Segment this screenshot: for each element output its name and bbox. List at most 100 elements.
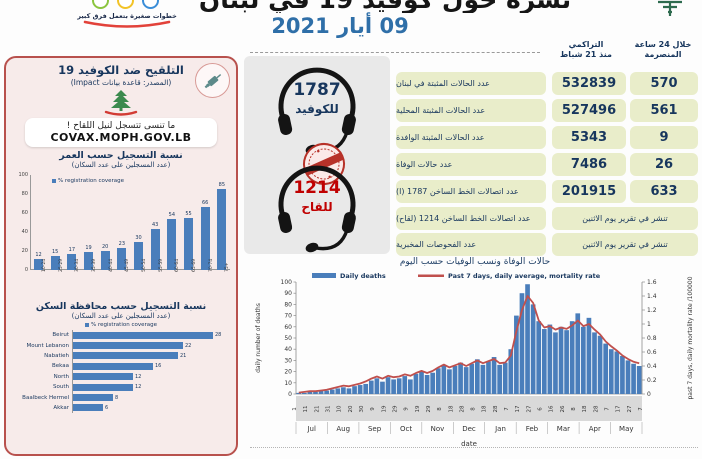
bar xyxy=(530,304,536,394)
svg-text:Oct: Oct xyxy=(400,425,412,433)
svg-text:Mar: Mar xyxy=(557,425,570,433)
blue-circle-icon xyxy=(142,0,159,9)
svg-text:0: 0 xyxy=(647,391,651,398)
gov-label: Baalbeck Hermel xyxy=(22,394,69,401)
svg-text:6: 6 xyxy=(538,407,544,411)
bar xyxy=(569,321,575,394)
bar xyxy=(508,349,514,394)
stat-row-label: عدد اتصالات الخط الساخن 1214 (لقاح) xyxy=(396,206,546,230)
x-tick-label: 10-24 xyxy=(42,258,47,272)
stat-merged-note: تنشر في تقرير يوم الاثنين xyxy=(552,206,698,230)
covax-url[interactable]: COVAX.MOPH.GOV.LB xyxy=(50,131,192,144)
deaths-chart-section: حالات الوفاة ونسب الوفيات حسب اليوم 0 10… xyxy=(250,257,700,457)
bar xyxy=(134,241,143,270)
stat-value-24h: 9 xyxy=(630,125,698,149)
svg-text:Sep: Sep xyxy=(368,425,382,433)
legend-swatch xyxy=(85,323,89,327)
bar xyxy=(84,251,93,270)
bar xyxy=(100,251,110,270)
registration-reminder: ما تنسى تتسجل لنيل اللقاح ! COVAX.MOPH.G… xyxy=(25,118,217,147)
bar xyxy=(385,377,391,394)
mortality-line xyxy=(298,295,640,394)
stat-row-label: عدد الفحوصات المخبرية xyxy=(396,233,546,257)
report-date: 09 أيار 2021 xyxy=(271,14,409,38)
bar xyxy=(307,391,313,394)
bar xyxy=(424,374,430,394)
x-tick-label: 70-74 xyxy=(208,258,214,272)
syringe-badge xyxy=(195,63,230,98)
age-chart-plot xyxy=(30,175,230,270)
svg-text:50: 50 xyxy=(284,335,292,342)
svg-text:27: 27 xyxy=(627,405,633,412)
gov-label: Mount Lebanon xyxy=(26,342,69,349)
yellow-circle-icon xyxy=(117,0,134,9)
svg-text:10: 10 xyxy=(284,380,292,387)
bar xyxy=(430,372,436,394)
bar xyxy=(597,335,603,394)
svg-text:18: 18 xyxy=(482,405,488,412)
bar xyxy=(313,391,318,394)
svg-text:8: 8 xyxy=(437,407,443,411)
stat-merged-note: تنشر في تقرير يوم الاثنين xyxy=(552,233,698,257)
bar xyxy=(631,363,636,394)
svg-text:17: 17 xyxy=(515,405,521,412)
gov-chart-legend: % registration coverage xyxy=(10,322,232,328)
gov-chart-title: نسبة التسجيل حسب محافظة السكن xyxy=(35,301,207,312)
svg-text:Jul: Jul xyxy=(306,425,316,433)
governorate-registration-chart: Beirut 28 Mount Lebanon 22 Nabatieh 21 B… xyxy=(16,330,230,414)
bar xyxy=(620,355,625,394)
bar xyxy=(73,373,133,381)
reminder-text: ما تنسى تتسجل لنيل اللقاح ! xyxy=(66,121,176,131)
x-tick-label: 35-39 xyxy=(92,258,97,272)
bar xyxy=(200,207,210,270)
svg-text:Nov: Nov xyxy=(431,425,445,433)
svg-text:Past 7 days, daily average, mo: Past 7 days, daily average, mortality ra… xyxy=(448,272,601,280)
green-circle-icon xyxy=(92,0,109,9)
bar xyxy=(408,379,413,394)
x-tick-label: 55-59 xyxy=(158,258,164,272)
bar-value: 28 xyxy=(215,332,222,339)
svg-text:0: 0 xyxy=(288,391,292,398)
gov-row: North 12 xyxy=(16,371,230,382)
bar xyxy=(318,390,324,394)
svg-text:21: 21 xyxy=(314,406,320,413)
bar-value: 23 xyxy=(118,241,126,248)
bar xyxy=(413,373,419,394)
svg-text:Aug: Aug xyxy=(336,425,350,433)
covid-hotline-number: 1787 xyxy=(293,80,341,100)
svg-text:100: 100 xyxy=(281,279,293,286)
svg-text:29: 29 xyxy=(426,405,432,412)
bar xyxy=(301,392,307,394)
gov-chart-subtitle: (عدد المسجلين على عدد السكان) xyxy=(71,312,171,320)
gov-label: South xyxy=(53,384,69,391)
bar xyxy=(73,383,133,391)
svg-text:28: 28 xyxy=(459,405,465,412)
bar xyxy=(363,383,369,394)
bar xyxy=(463,367,469,394)
bar-value: 16 xyxy=(155,363,162,370)
svg-text:16: 16 xyxy=(549,405,555,412)
svg-text:18: 18 xyxy=(448,405,454,412)
svg-text:29: 29 xyxy=(393,405,399,412)
bar-value: 15 xyxy=(51,248,59,255)
svg-text:11: 11 xyxy=(303,406,309,413)
bar xyxy=(329,389,335,394)
x-tick-label: 60-64 xyxy=(175,258,181,272)
bar xyxy=(581,326,586,394)
bar xyxy=(497,364,502,394)
gov-row: Bekaa 16 xyxy=(16,361,230,372)
header-divider xyxy=(250,52,540,53)
bar xyxy=(73,352,178,360)
svg-text:0.4: 0.4 xyxy=(647,363,657,370)
bar-value: 12 xyxy=(135,384,142,391)
stat-row-label: عدد الحالات المثبتة الوافدة xyxy=(396,125,546,149)
svg-text:7: 7 xyxy=(638,407,644,411)
bar-value: 85 xyxy=(218,182,226,189)
campaign-logo: خطوات صغيرة بتعمل فرق كبير xyxy=(64,0,190,29)
svg-text:daily number of deaths: daily number of deaths xyxy=(255,303,262,373)
bar xyxy=(541,329,547,394)
bar xyxy=(480,364,486,394)
bar xyxy=(636,366,642,394)
bar xyxy=(352,386,357,394)
